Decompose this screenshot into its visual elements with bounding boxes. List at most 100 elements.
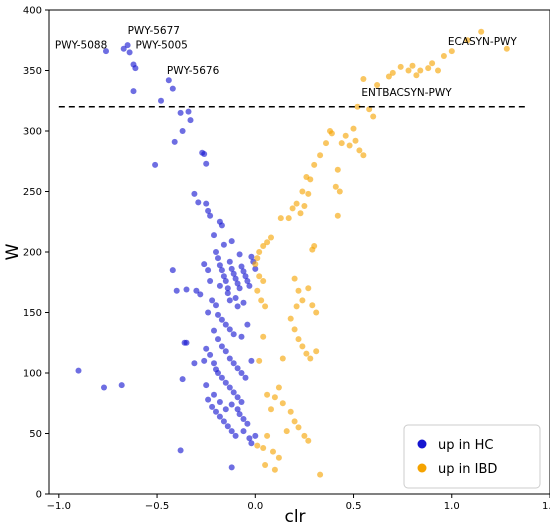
point-hc (224, 290, 231, 297)
y-tick-label: 100 (23, 369, 42, 380)
point-hc (215, 255, 221, 262)
point-ibd (360, 152, 367, 159)
point-ibd (309, 302, 316, 309)
point-hc (230, 360, 237, 367)
point-hc (207, 278, 214, 284)
point-hc (120, 45, 127, 52)
point-ibd (385, 73, 392, 80)
point-ibd (313, 309, 320, 316)
point-hc (252, 432, 259, 439)
legend-label-ibd: up in IBD (438, 462, 497, 477)
point-ibd (260, 445, 267, 451)
point-ibd (328, 130, 335, 137)
point-ibd (311, 161, 318, 168)
point-hc (211, 391, 217, 398)
point-hc (230, 331, 237, 338)
point-ibd (270, 448, 276, 455)
point-hc (171, 138, 178, 145)
point-hc (177, 109, 184, 116)
point-hc (236, 411, 243, 418)
point-ibd (397, 63, 404, 70)
point-ibd (295, 424, 302, 431)
point-hc (126, 49, 133, 56)
point-ibd (271, 466, 278, 473)
x-axis-label: clr (284, 507, 305, 527)
point-hc (238, 399, 245, 405)
point-hc (232, 432, 239, 439)
point-hc (185, 108, 192, 115)
point-hc (220, 241, 227, 248)
pathway-annotation: PWY-5676 (167, 65, 220, 77)
point-ibd (268, 234, 274, 241)
legend-marker-hc (417, 439, 427, 449)
point-ibd (279, 400, 286, 407)
point-hc (203, 382, 210, 389)
point-ibd (405, 67, 412, 74)
point-hc (228, 238, 235, 245)
point-ibd (264, 239, 271, 246)
legend-label-hc: up in HC (438, 438, 493, 453)
point-hc (213, 366, 219, 373)
y-tick-label: 400 (23, 6, 42, 17)
point-ibd (295, 287, 302, 294)
point-hc (234, 303, 241, 310)
point-ibd (277, 215, 284, 222)
y-tick-label: 150 (23, 308, 42, 319)
legend: up in HC up in IBD (403, 424, 541, 489)
point-hc (179, 128, 186, 134)
point-hc (205, 309, 212, 316)
point-ibd (260, 278, 267, 284)
point-hc (213, 408, 219, 415)
point-hc (197, 291, 204, 298)
point-ibd (295, 336, 302, 343)
point-ibd (313, 348, 320, 355)
point-hc (242, 273, 249, 280)
point-hc (216, 399, 223, 405)
point-hc (124, 42, 131, 49)
point-hc (242, 374, 249, 381)
point-ibd (334, 212, 341, 219)
point-ibd (254, 287, 261, 294)
point-hc (187, 117, 194, 124)
pathway-annotation: PWY-5088 (55, 40, 107, 52)
point-hc (201, 261, 208, 268)
point-hc (248, 440, 255, 447)
point-ibd (413, 72, 420, 79)
point-ibd (307, 176, 314, 183)
point-ibd (279, 355, 286, 362)
point-hc (226, 297, 233, 304)
point-ibd (478, 28, 485, 35)
point-ibd (336, 188, 343, 195)
point-ibd (289, 205, 296, 212)
point-hc (152, 161, 159, 168)
point-hc (228, 265, 235, 272)
point-ibd (275, 384, 282, 391)
point-hc (173, 287, 180, 294)
point-ibd (409, 62, 416, 69)
x-tick-label: 1.5 (542, 501, 550, 512)
point-ibd (323, 140, 329, 147)
point-hc (238, 333, 245, 340)
y-tick-label: 200 (23, 248, 42, 259)
point-ibd (440, 53, 447, 59)
point-ibd (256, 357, 263, 364)
point-hc (236, 251, 243, 258)
point-ibd (275, 454, 282, 461)
point-hc (244, 420, 251, 427)
point-ibd (366, 106, 373, 113)
point-hc (203, 200, 210, 207)
point-hc (103, 48, 109, 55)
point-hc (222, 348, 229, 355)
point-ibd (429, 60, 436, 67)
point-ibd (262, 462, 269, 468)
point-hc (226, 355, 233, 362)
point-ibd (350, 125, 357, 132)
point-ibd (287, 408, 294, 415)
point-hc (226, 384, 233, 391)
plot-frame (48, 9, 550, 495)
point-ibd (448, 48, 455, 55)
point-ibd (297, 210, 304, 217)
point-ibd (293, 200, 300, 207)
point-hc (130, 88, 137, 95)
point-ibd (264, 391, 271, 398)
